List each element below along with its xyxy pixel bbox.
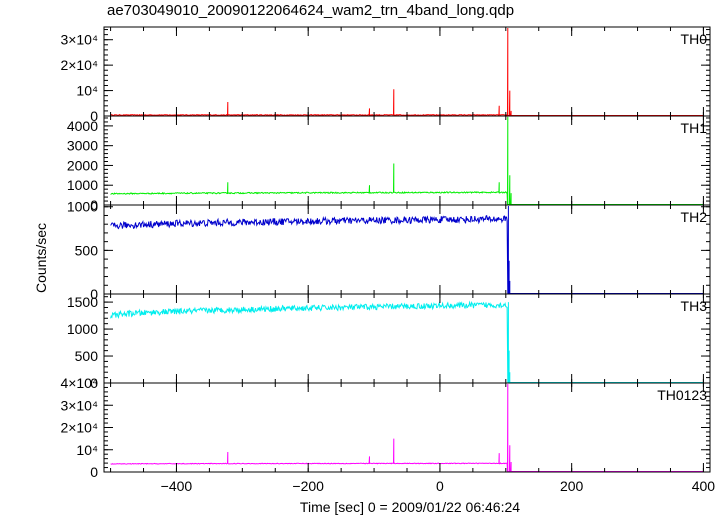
series-line-th1 <box>110 116 704 205</box>
panel-th3: 0 500 1000 1500 TH3 <box>67 293 711 391</box>
series-line-th3 <box>110 300 704 383</box>
y-tick-label: 0 <box>90 375 98 391</box>
series-line-th0123 <box>110 383 704 472</box>
y-tick-label: 500 <box>75 242 99 258</box>
y-tick-label: 0 <box>90 108 98 124</box>
x-tick-label: −200 <box>292 478 324 494</box>
panel-label-th3: TH3 <box>681 298 708 314</box>
panel-label-th0123: TH0123 <box>657 387 707 403</box>
y-tick-label: 2×10⁴ <box>60 57 98 73</box>
x-tick-label: 400 <box>692 478 716 494</box>
y-tick-label: 2×10⁴ <box>60 420 98 436</box>
series-line-th0 <box>110 27 704 118</box>
y-tick-label: 10⁴ <box>76 83 98 99</box>
y-tick-label: 4×10⁴ <box>60 375 98 391</box>
y-tick-label: 1000 <box>67 321 98 337</box>
panel-th2: 0 500 1000 TH2 <box>67 199 711 302</box>
x-tick-label: 0 <box>436 478 444 494</box>
panel-label-th1: TH1 <box>681 120 708 136</box>
y-tick-label: 4000 <box>67 118 98 134</box>
panel-th0: 0 10⁴ 2×10⁴ 3×10⁴ TH0 <box>60 26 711 124</box>
chart-title: ae703049010_20090122064624_wam2_trn_4ban… <box>107 2 515 19</box>
y-tick-label: 1000 <box>67 177 98 193</box>
panel-th0123: 0 10⁴ 2×10⁴ 3×10⁴ 4×10⁴ TH0123 <box>60 375 711 480</box>
y-tick-label: 0 <box>90 464 98 480</box>
panel-label-th0: TH0 <box>681 31 708 47</box>
x-tick-label: −400 <box>161 478 193 494</box>
y-tick-label: 1000 <box>67 199 98 215</box>
x-axis-label: Time [sec] 0 = 2009/01/22 06:46:24 <box>300 499 520 515</box>
y-tick-label: 3×10⁴ <box>60 32 98 48</box>
y-tick-label: 10⁴ <box>76 442 98 458</box>
y-tick-label: 500 <box>75 348 99 364</box>
panel-frame-th0 <box>103 26 711 117</box>
y-tick-label: 0 <box>90 197 98 213</box>
series-line-th2 <box>110 205 704 294</box>
y-tick-label: 2000 <box>67 157 98 173</box>
y-tick-label: 1500 <box>67 294 98 310</box>
y-axis-label: Counts/sec <box>33 223 49 293</box>
y-tick-label: 0 <box>90 286 98 302</box>
panel-label-th2: TH2 <box>681 209 708 225</box>
panel-frame-th1 <box>103 115 711 206</box>
y-tick-label: 3×10⁴ <box>60 397 98 413</box>
y-tick-label: 3000 <box>67 138 98 154</box>
panel-frame-th2 <box>103 204 711 295</box>
x-axis: −400 −200 0 200 400 <box>161 478 716 494</box>
x-tick-label: 200 <box>560 478 584 494</box>
panel-frame-th0123 <box>103 382 711 473</box>
